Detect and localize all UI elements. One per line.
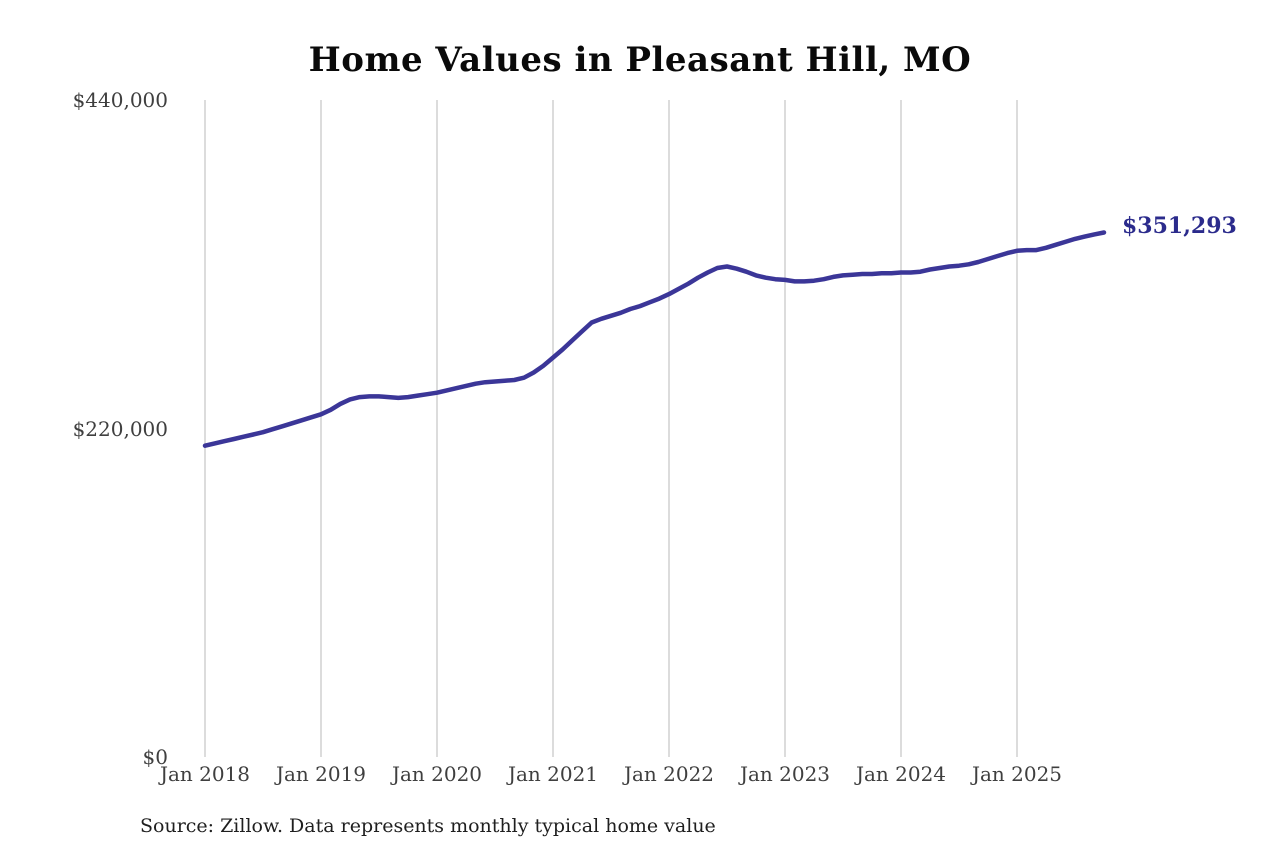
y-tick-label: $440,000 [72,88,168,112]
x-tick-label: Jan 2019 [275,762,367,786]
y-tick-label: $0 [142,745,168,769]
x-tick-label: Jan 2018 [159,762,251,786]
home-value-line [202,230,1107,448]
x-tick-label: Jan 2020 [391,762,483,786]
x-tick-label: Jan 2024 [855,762,947,786]
y-tick-label: $220,000 [72,416,168,441]
chart-title: Home Values in Pleasant Hill, MO [308,40,972,80]
x-tick-label: Jan 2023 [739,762,831,786]
x-tick-label: Jan 2022 [623,762,715,786]
x-tick-label: Jan 2021 [507,762,599,786]
source-note: Source: Zillow. Data represents monthly … [140,815,716,837]
final-value-label: $351,293 [1122,213,1237,239]
x-tick-label: Jan 2025 [971,762,1063,786]
